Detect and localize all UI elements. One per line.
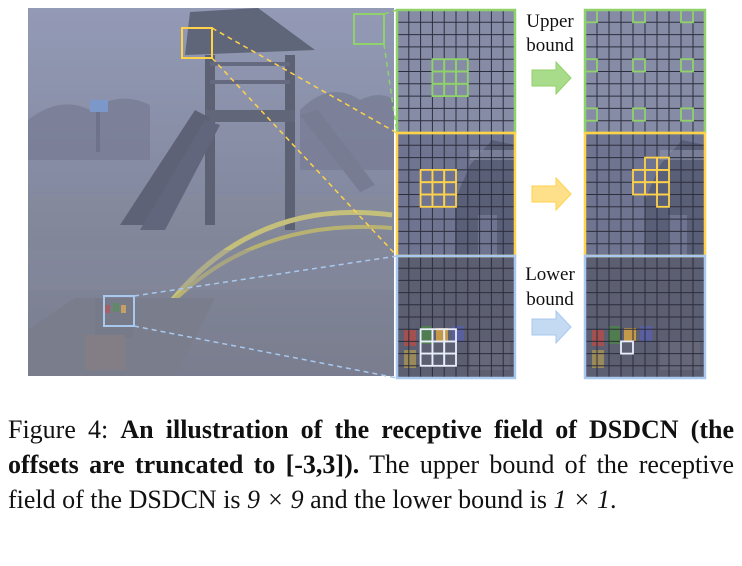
figure-caption: Figure 4: An illustration of the recepti… bbox=[8, 412, 734, 517]
sampled-cell-green bbox=[680, 107, 694, 122]
lower-bound-label-line2: bound bbox=[526, 289, 574, 310]
caption-lower-size: 1 × 1 bbox=[553, 485, 610, 514]
kernel-cell-green bbox=[455, 82, 469, 98]
sampled-cell-green bbox=[632, 107, 646, 122]
yellow-region-marker bbox=[181, 27, 213, 59]
upper-bound-label-line1: Upper bbox=[526, 11, 574, 32]
sampled-cell-green bbox=[632, 58, 646, 73]
green-region-marker bbox=[353, 13, 385, 45]
green-arrow-icon bbox=[531, 60, 572, 96]
sampled-cell-yellow bbox=[656, 193, 670, 208]
caption-text-1: The upper bound of the receptive field o… bbox=[8, 450, 735, 514]
receptive-field-figure: Upper bound Lower bound bbox=[28, 8, 707, 380]
caption-prefix: Figure 4: bbox=[8, 415, 121, 444]
blue-arrow-icon bbox=[531, 309, 572, 345]
caption-upper-size: 9 × 9 bbox=[247, 485, 304, 514]
sampled-cell-blue bbox=[620, 340, 634, 355]
playground-photo bbox=[28, 8, 394, 376]
yellow-arrow-icon bbox=[531, 176, 572, 212]
lower-bound-label-line1: Lower bbox=[525, 264, 575, 285]
kernel-cell-blue bbox=[443, 352, 457, 367]
blue-region-marker bbox=[103, 295, 135, 327]
caption-text-2: and the lower bound is bbox=[303, 485, 554, 514]
sampled-cell-green bbox=[680, 58, 694, 73]
caption-text-3: . bbox=[609, 485, 617, 514]
zoom-panel-borders bbox=[395, 8, 707, 380]
receptive-field-cells bbox=[419, 9, 694, 367]
kernel-cell-yellow bbox=[443, 193, 457, 208]
connector-lines bbox=[133, 9, 398, 379]
caption-bold-title: An illustration of the receptive field o… bbox=[8, 415, 734, 479]
upper-bound-label-line2: bound bbox=[526, 35, 574, 56]
